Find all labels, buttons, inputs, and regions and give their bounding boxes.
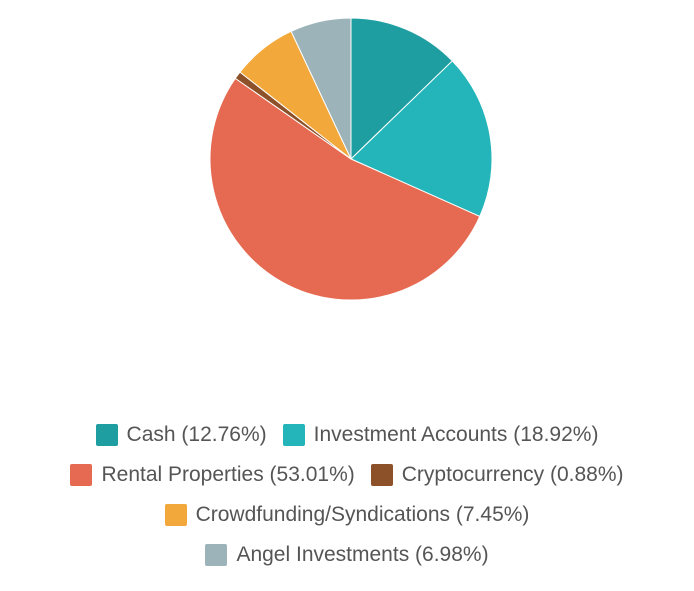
pie-slice-investment-accounts[interactable] xyxy=(350,60,493,218)
legend-swatch xyxy=(370,464,393,486)
pie-slice-angel-investments[interactable] xyxy=(290,17,352,160)
legend-swatch xyxy=(282,424,305,446)
legend-label: Rental Properties (53.01%) xyxy=(101,463,355,486)
legend-label: Crowdfunding/Syndications (7.45%) xyxy=(195,503,530,526)
legend-swatch xyxy=(95,424,118,446)
legend-swatch xyxy=(70,464,93,486)
legend-item-crowdfunding[interactable]: Crowdfunding/Syndications (7.45%) xyxy=(164,503,530,527)
legend-row: Rental Properties (53.01%) Cryptocurrenc… xyxy=(0,455,694,495)
chart-legend: Cash (12.76%) Investment Accounts (18.92… xyxy=(0,415,694,575)
legend-label: Angel Investments (6.98%) xyxy=(236,543,489,566)
legend-row: Angel Investments (6.98%) xyxy=(0,535,694,575)
legend-swatch xyxy=(164,504,187,526)
legend-item-cash[interactable]: Cash (12.76%) xyxy=(95,423,267,447)
legend-swatch xyxy=(205,544,228,566)
legend-item-investment-accounts[interactable]: Investment Accounts (18.92%) xyxy=(282,423,599,447)
legend-label: Cryptocurrency (0.88%) xyxy=(401,463,624,486)
pie-slice-cash[interactable] xyxy=(350,17,454,161)
legend-row: Crowdfunding/Syndications (7.45%) xyxy=(0,495,694,535)
legend-item-rental-properties[interactable]: Rental Properties (53.01%) xyxy=(70,463,355,487)
legend-item-angel-investments[interactable]: Angel Investments (6.98%) xyxy=(205,543,489,567)
legend-label: Cash (12.76%) xyxy=(126,423,267,446)
legend-label: Investment Accounts (18.92%) xyxy=(313,423,599,446)
legend-row: Cash (12.76%) Investment Accounts (18.92… xyxy=(0,415,694,455)
pie-plot xyxy=(209,17,493,301)
legend-item-cryptocurrency[interactable]: Cryptocurrency (0.88%) xyxy=(370,463,624,487)
pie-slice-rental-properties[interactable] xyxy=(209,77,481,301)
